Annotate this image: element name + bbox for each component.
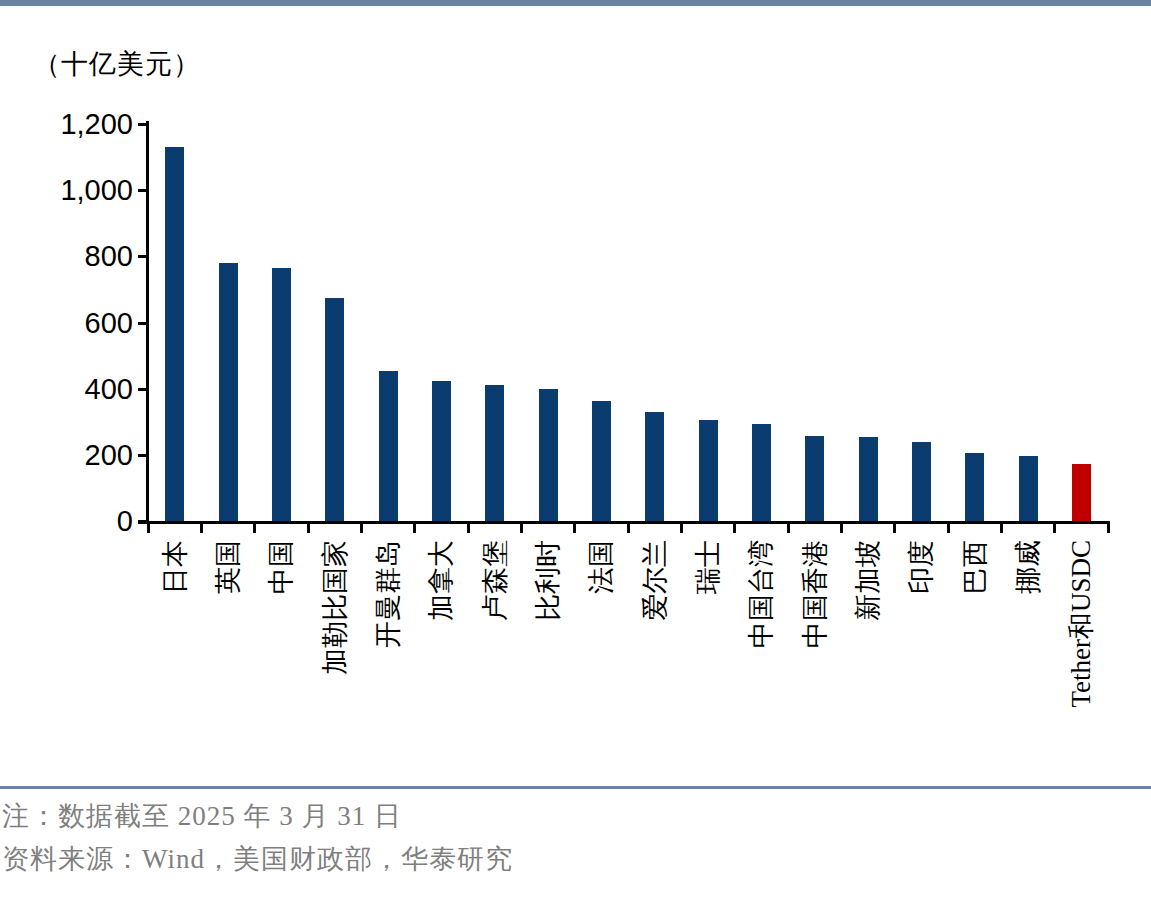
bar [1072, 464, 1091, 521]
x-tick-mark [200, 523, 203, 533]
bar [1019, 456, 1038, 521]
x-tick-mark [787, 523, 790, 533]
x-tick-mark [573, 523, 576, 533]
bar [219, 263, 238, 521]
bar [272, 268, 291, 521]
bar-chart: 02004006008001,0001,200日本英国中国加勒比国家开曼群岛加拿… [0, 0, 1151, 790]
bar [645, 412, 664, 521]
y-tick-label: 1,200 [28, 109, 133, 139]
bar [165, 147, 184, 521]
bar [965, 453, 984, 521]
x-tick-mark [307, 523, 310, 533]
x-tick-mark [947, 523, 950, 533]
x-tick-mark [1000, 523, 1003, 533]
x-tick-mark [1053, 523, 1056, 533]
x-tick-mark [893, 523, 896, 533]
y-tick-mark [138, 322, 147, 325]
x-tick-mark [840, 523, 843, 533]
x-tick-mark [467, 523, 470, 533]
bar [699, 420, 718, 521]
bar [752, 424, 771, 521]
x-axis-line [138, 521, 1110, 524]
bar [432, 381, 451, 521]
x-tick-mark [360, 523, 363, 533]
x-tick-mark [733, 523, 736, 533]
x-tick-mark [253, 523, 256, 533]
x-tick-mark [627, 523, 630, 533]
bar [379, 371, 398, 521]
x-tick-mark [520, 523, 523, 533]
y-tick-label: 200 [28, 440, 133, 470]
bar [805, 436, 824, 521]
y-tick-label: 1,000 [28, 175, 133, 205]
y-tick-mark [138, 388, 147, 391]
footer-divider [0, 786, 1151, 789]
y-tick-mark [138, 255, 147, 258]
y-tick-label: 800 [28, 241, 133, 271]
bar [859, 437, 878, 521]
y-tick-mark [138, 189, 147, 192]
chart-source: 资料来源：Wind，美国财政部，华泰研究 [2, 841, 513, 877]
bar [592, 401, 611, 521]
y-tick-mark [138, 454, 147, 457]
x-tick-mark [413, 523, 416, 533]
bar [539, 389, 558, 521]
x-tick-mark [147, 523, 150, 533]
y-tick-label: 600 [28, 308, 133, 338]
y-tick-label: 400 [28, 374, 133, 404]
y-tick-label: 0 [28, 506, 133, 536]
x-tick-mark [680, 523, 683, 533]
x-tick-mark [1107, 523, 1110, 533]
bar [912, 442, 931, 521]
bar [485, 385, 504, 521]
bar [325, 298, 344, 521]
chart-note: 注：数据截至 2025 年 3 月 31 日 [2, 798, 402, 834]
y-tick-mark [138, 123, 147, 126]
